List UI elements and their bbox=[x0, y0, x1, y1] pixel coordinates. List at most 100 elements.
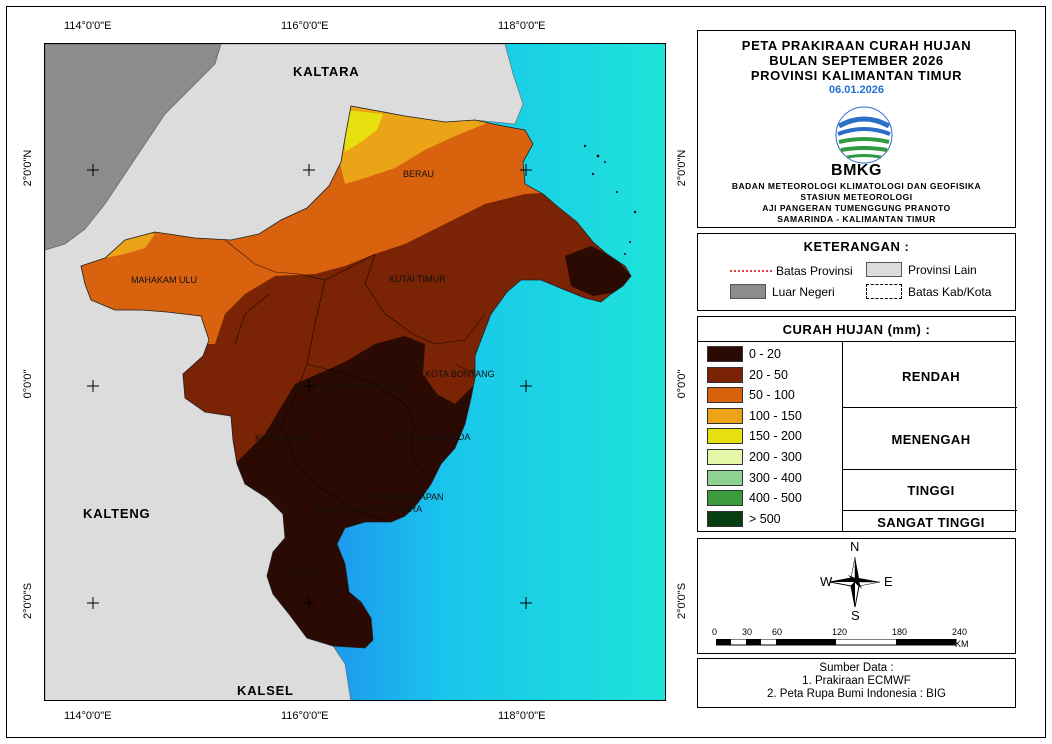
lat-label-left-1: 2°0'0"N bbox=[22, 149, 34, 187]
rainfall-class-label: 20 - 50 bbox=[749, 367, 788, 382]
province-boundary bbox=[80, 105, 632, 649]
rainfall-class-label: 100 - 150 bbox=[749, 408, 802, 423]
rainfall-class-swatch bbox=[707, 407, 743, 424]
north-scale-panel: N S W E 0 30 60 120 180 240 KM bbox=[697, 538, 1016, 654]
title-line-2: BULAN SEPTEMBER 2026 bbox=[769, 53, 944, 68]
district-label-kota-balikpapan: KOTA BALIKPAPAN bbox=[363, 492, 444, 502]
rainfall-class-swatch bbox=[707, 387, 743, 404]
compass-rose-icon bbox=[829, 556, 881, 608]
district-label-paser: PASER bbox=[289, 567, 319, 577]
legend-provinsi-lain: Provinsi Lain bbox=[866, 262, 977, 277]
rainfall-class-swatch bbox=[707, 490, 743, 507]
compass-e: E bbox=[884, 574, 893, 589]
rainfall-class-label: > 500 bbox=[749, 511, 781, 526]
org-line-1: BADAN METEOROLOGI KLIMATOLOGI DAN GEOFIS… bbox=[731, 181, 982, 191]
lon-label-top-2: 116°0'0"E bbox=[281, 20, 329, 32]
rainfall-class-swatch bbox=[707, 428, 743, 445]
province-label-kaltara: KALTARA bbox=[293, 64, 360, 79]
rainfall-class-row: 20 - 50 bbox=[698, 365, 842, 385]
district-boundaries bbox=[224, 239, 486, 523]
province-boundary-line-icon bbox=[730, 270, 772, 272]
compass-w: W bbox=[820, 574, 833, 589]
lon-label-bottom-2: 116°0'0"E bbox=[281, 710, 329, 722]
north-arrow: N S W E bbox=[818, 539, 893, 623]
legend-label-provinsi-lain: Provinsi Lain bbox=[908, 262, 977, 277]
scale-tick-label: 180 bbox=[892, 627, 908, 637]
bmkg-logo bbox=[835, 106, 893, 164]
keterangan-panel: KETERANGAN : Batas Provinsi Provinsi Lai… bbox=[697, 233, 1016, 311]
district-label-kota-samarinda: KOTA SAMARINDA bbox=[391, 432, 471, 442]
district-boundary-swatch bbox=[866, 284, 902, 299]
graticule-crosses bbox=[87, 164, 532, 609]
scale-unit: KM bbox=[955, 639, 969, 649]
zone-100-150-west bbox=[105, 230, 155, 258]
map-sheet-frame bbox=[6, 6, 1046, 738]
legend-luar-negeri: Luar Negeri bbox=[730, 284, 835, 299]
legend-batas-provinsi: Batas Provinsi bbox=[730, 264, 853, 278]
rainfall-class-label: 400 - 500 bbox=[749, 491, 802, 506]
rainfall-class-row: 150 - 200 bbox=[698, 426, 842, 446]
scale-tick-label: 30 bbox=[742, 627, 753, 637]
sumber-title: Sumber Data : bbox=[819, 662, 894, 674]
rainfall-class-label: 300 - 400 bbox=[749, 470, 802, 485]
scale-tick-label: 120 bbox=[832, 627, 848, 637]
zone-150-200 bbox=[345, 110, 383, 152]
lon-label-bottom-1: 114°0'0"E bbox=[64, 710, 112, 722]
lat-label-right-2: 0°0'0" bbox=[676, 369, 688, 399]
small-islands bbox=[583, 144, 637, 255]
legend-batas-kab-kota: Batas Kab/Kota bbox=[866, 284, 991, 299]
province-label-kalteng: KALTENG bbox=[83, 506, 151, 521]
scale-tick-label: 0 bbox=[712, 627, 718, 637]
rainfall-class-row: 400 - 500 bbox=[698, 488, 842, 508]
district-label-berau: BERAU bbox=[403, 169, 435, 179]
category-rendah: RENDAH bbox=[901, 369, 960, 384]
bmkg-logo-text: BMKG bbox=[831, 162, 882, 179]
sumber-line-1: 1. Prakiraan ECMWF bbox=[802, 675, 911, 687]
district-label-mahakam-ulu: MAHAKAM ULU bbox=[131, 275, 198, 285]
lon-label-top-1: 114°0'0"E bbox=[64, 20, 112, 32]
title-panel: PETA PRAKIRAAN CURAH HUJAN BULAN SEPTEMB… bbox=[697, 30, 1016, 228]
legend-label-batas-provinsi: Batas Provinsi bbox=[776, 264, 853, 278]
issue-date: 06.01.2026 bbox=[828, 84, 885, 96]
sumber-line-2: 2. Peta Rupa Bumi Indonesia : BIG bbox=[767, 688, 946, 700]
rainfall-class-swatch bbox=[707, 469, 743, 486]
sumber-panel: Sumber Data : 1. Prakiraan ECMWF 2. Peta… bbox=[697, 658, 1016, 708]
rainfall-class-swatch bbox=[707, 346, 743, 362]
rainfall-class-label: 0 - 20 bbox=[749, 347, 781, 361]
rainfall-class-row: 50 - 100 bbox=[698, 385, 842, 405]
lat-label-left-2: 0°0'0" bbox=[22, 369, 34, 399]
rainfall-class-row: > 500 bbox=[698, 509, 842, 529]
foreign-country-area bbox=[45, 44, 222, 251]
scale-tick-label: 60 bbox=[772, 627, 783, 637]
rainfall-class-label: 50 - 100 bbox=[749, 388, 795, 403]
curah-hujan-title: CURAH HUJAN (mm) : bbox=[782, 322, 931, 337]
lat-label-right-1: 2°0'0"N bbox=[676, 149, 688, 187]
lat-label-right-3: 2°0'0"S bbox=[676, 582, 688, 620]
district-label-penajam-paser-utara: PENAJAM PASER UTARA bbox=[315, 504, 423, 514]
org-line-2: STASIUN METEOROLOGI bbox=[800, 192, 913, 202]
rainfall-class-row: 0 - 20 bbox=[698, 344, 842, 364]
compass-n: N bbox=[850, 539, 860, 554]
scale-bar: 0 30 60 120 180 240 KM bbox=[712, 627, 976, 651]
category-sangat-tinggi: SANGAT TINGGI bbox=[877, 515, 985, 530]
rainfall-class-row: 100 - 150 bbox=[698, 406, 842, 426]
district-label-kota-bontang: KOTA BONTANG bbox=[425, 369, 495, 379]
scale-tick-label: 240 bbox=[952, 627, 968, 637]
rainfall-map[interactable]: KALTARA KALTENG KALSEL BERAU MAHAKAM ULU… bbox=[44, 43, 666, 701]
rainfall-class-swatch bbox=[707, 510, 743, 527]
rainfall-class-swatch bbox=[707, 449, 743, 465]
org-line-4: SAMARINDA - KALIMANTAN TIMUR bbox=[777, 214, 936, 224]
foreign-swatch bbox=[730, 284, 766, 299]
curah-hujan-panel: CURAH HUJAN (mm) : 0 - 20 20 - 50 50 - 100… bbox=[697, 316, 1017, 532]
title-line-3: PROVINSI KALIMANTAN TIMUR bbox=[750, 68, 963, 83]
legend-label-luar-negeri: Luar Negeri bbox=[772, 284, 835, 299]
compass-s: S bbox=[851, 608, 860, 623]
rainfall-class-label: 150 - 200 bbox=[749, 429, 802, 444]
lon-label-top-3: 118°0'0"E bbox=[498, 20, 546, 32]
rainfall-class-row: 200 - 300 bbox=[698, 447, 842, 467]
lat-label-left-3: 2°0'0"S bbox=[22, 582, 34, 620]
zone-0-20-south bbox=[235, 336, 525, 648]
district-label-kutai-kartanegara: KUTAI KARTANEGARA bbox=[313, 382, 409, 392]
legend-label-batas-kab-kota: Batas Kab/Kota bbox=[908, 284, 992, 299]
other-province-swatch bbox=[866, 262, 902, 277]
